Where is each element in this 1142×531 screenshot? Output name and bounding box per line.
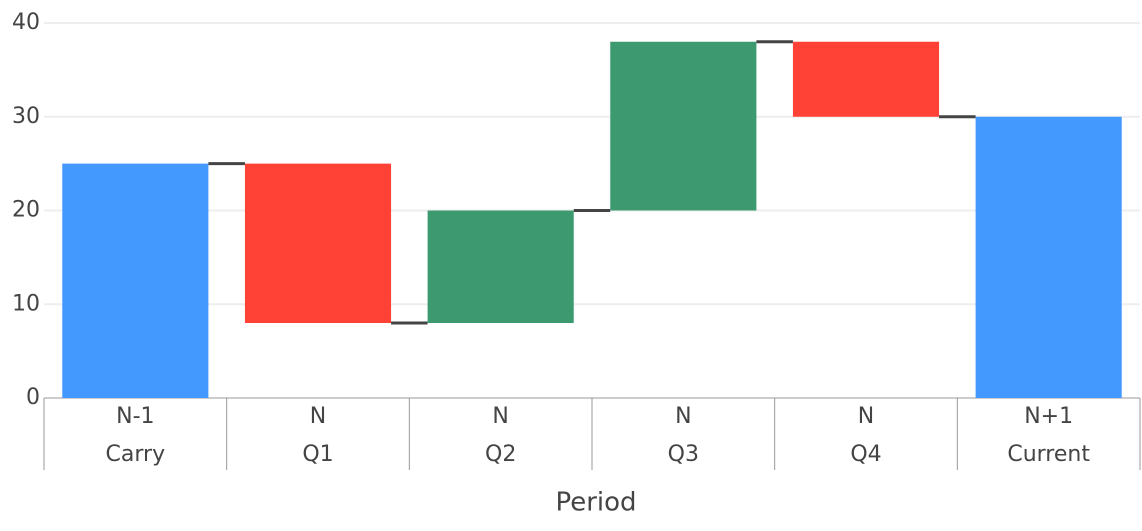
x-tick-label: Q3 <box>668 442 699 467</box>
bar <box>975 116 1122 398</box>
x-tick-label-group: N+1 <box>1024 404 1073 429</box>
x-tick-label: Q1 <box>302 442 333 467</box>
x-tick-label-group: N <box>310 404 326 429</box>
x-tick-label: Carry <box>106 442 166 467</box>
y-tick-label: 0 <box>26 385 40 410</box>
bar <box>792 41 940 117</box>
x-axis-title: Period <box>555 488 636 518</box>
x-tick-label: Q2 <box>485 442 516 467</box>
x-tick-label-group: N <box>492 404 508 429</box>
x-tick-label-group: N-1 <box>116 404 154 429</box>
x-tick-label-group: N <box>675 404 691 429</box>
bar <box>62 163 209 398</box>
y-tick-label: 20 <box>12 198 40 223</box>
bar <box>244 163 392 323</box>
y-tick-label: 10 <box>12 291 40 316</box>
x-tick-label-group: N <box>858 404 874 429</box>
bar <box>610 41 757 211</box>
bar <box>427 210 574 323</box>
x-tick-label: Current <box>1007 442 1090 467</box>
y-tick-label: 30 <box>12 104 40 129</box>
x-tick-label: Q4 <box>850 442 881 467</box>
y-tick-label: 40 <box>12 10 40 35</box>
